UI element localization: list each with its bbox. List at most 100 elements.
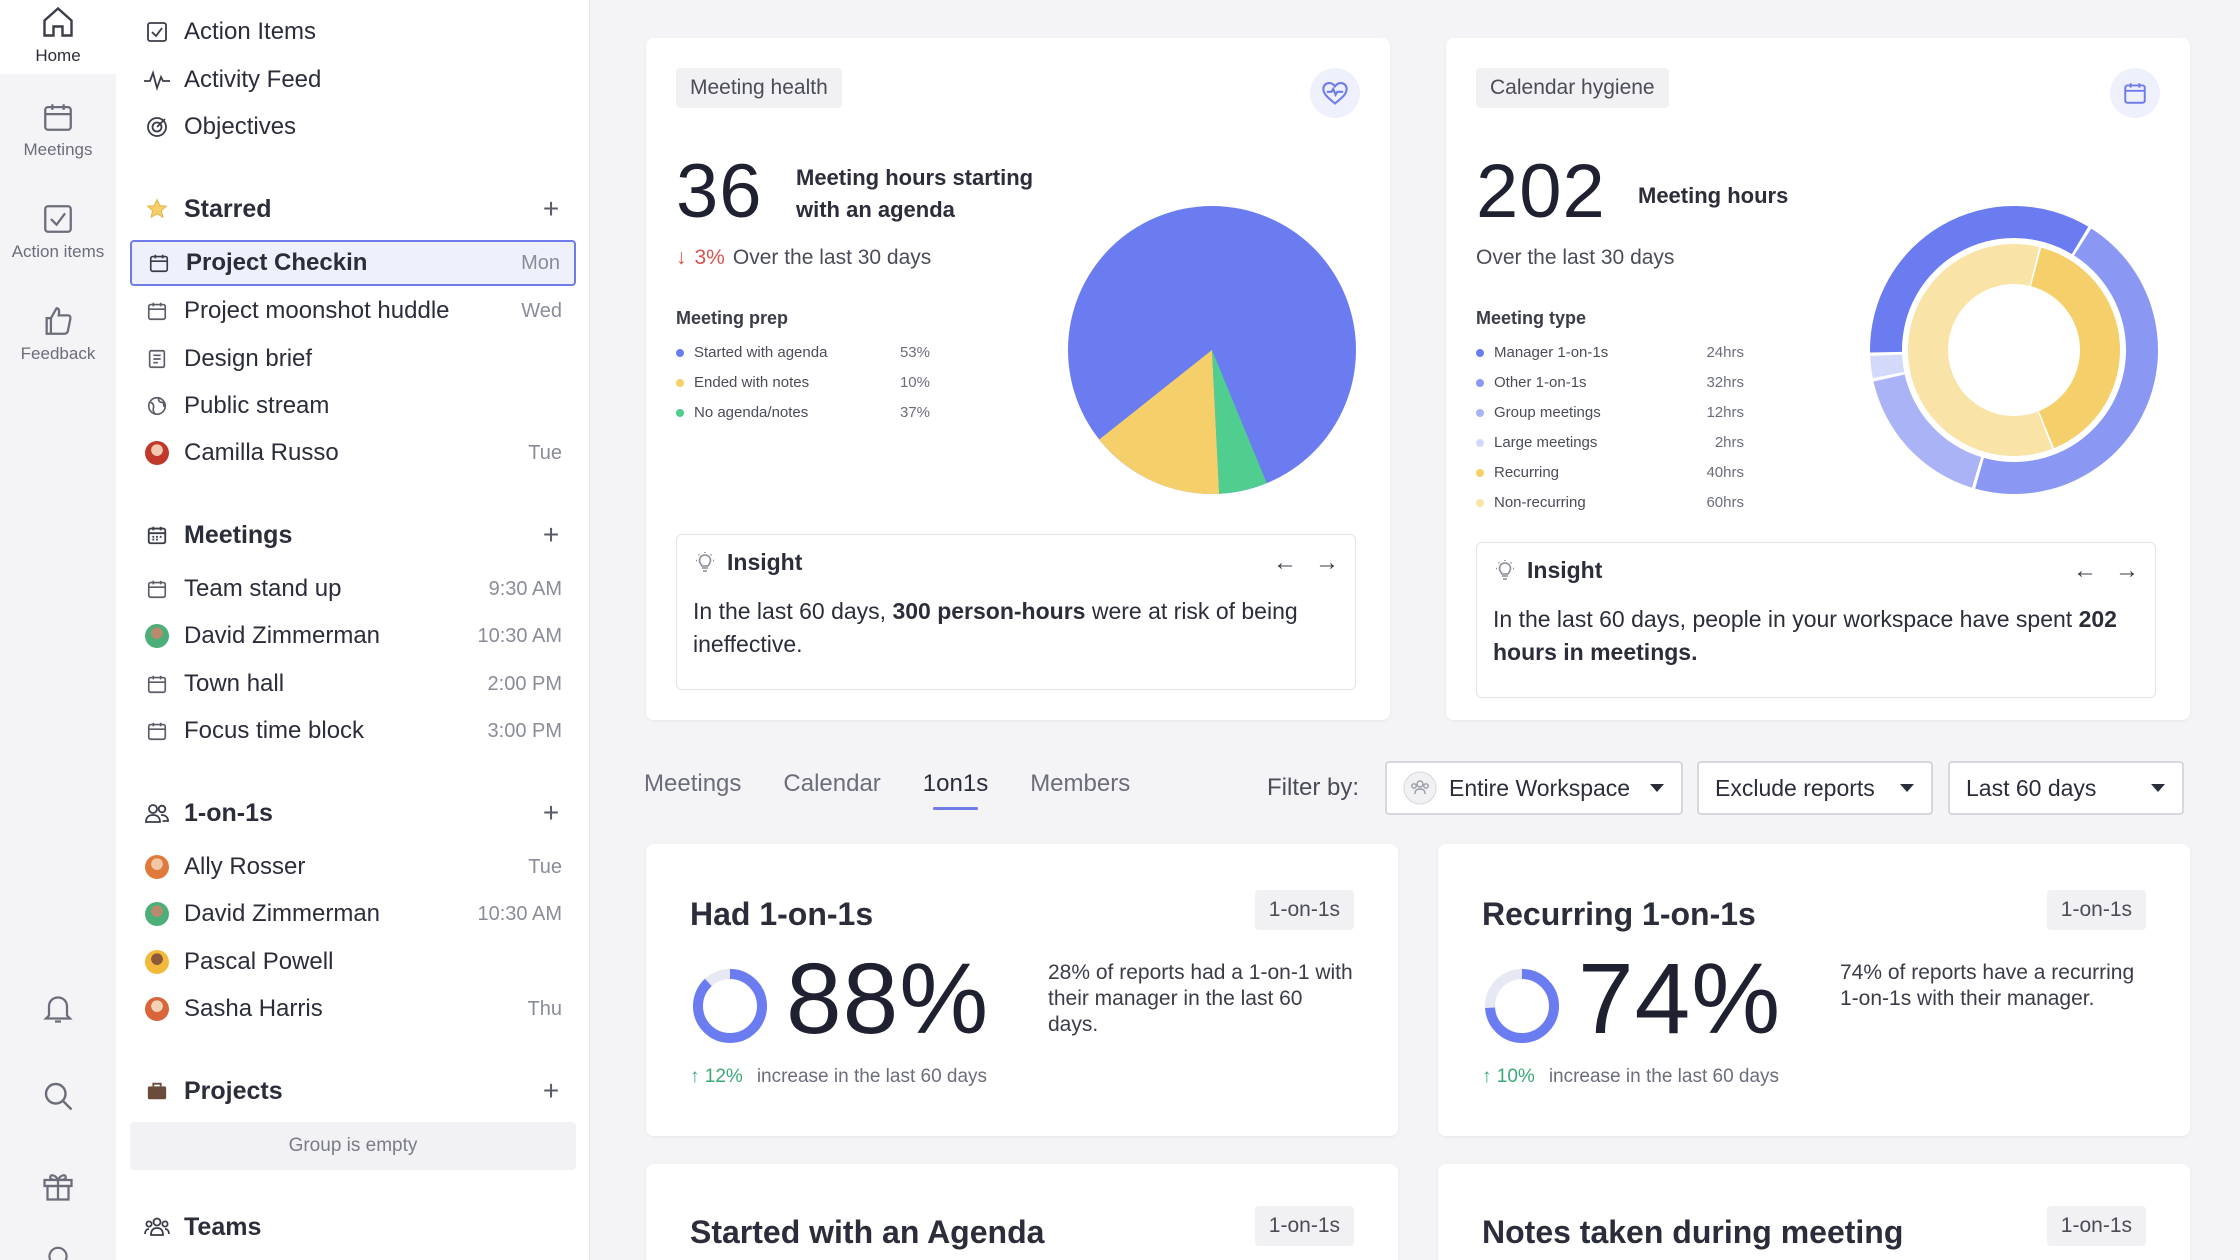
empty-group-message: Group is empty — [130, 1122, 576, 1170]
progress-ring-fill — [1485, 969, 1559, 1043]
add-meeting-button[interactable]: + — [542, 519, 560, 550]
legend-label: Recurring — [1494, 464, 1560, 481]
user-icon — [48, 1246, 68, 1260]
legend-label: Manager 1-on-1s — [1494, 344, 1609, 361]
legend-value: 37% — [899, 404, 930, 421]
arrow-right-icon[interactable]: → — [2115, 557, 2139, 584]
search-icon — [44, 1082, 73, 1111]
sidebar-item-project-moonshot[interactable]: Project moonshot huddle Wed — [130, 288, 576, 334]
workspace-icon — [1403, 771, 1437, 805]
filter-label: Filter by: — [1267, 774, 1360, 801]
stat-card-had-1on1s: Had 1-on-1s 1-on-1s 88% 28% of reports h… — [646, 844, 1398, 1136]
sidebar-item-objectives[interactable]: Objectives — [130, 104, 576, 150]
legend-value: 53% — [899, 344, 930, 361]
caret-down-icon — [2150, 783, 2166, 793]
meeting-health-card: Meeting health 36 Meeting hours starting… — [646, 38, 1390, 720]
legend-label: Large meetings — [1494, 434, 1598, 451]
sidebar-item-team-stand-up[interactable]: Team stand up 9:30 AM — [130, 566, 576, 612]
pulse-icon — [130, 68, 184, 92]
lightbulb-icon — [696, 551, 714, 572]
change-value: 12% — [704, 1066, 743, 1087]
sidebar-item-label: Objectives — [184, 113, 297, 140]
legend-label: Non-recurring — [1494, 494, 1586, 511]
sidebar-item-label: David Zimmerman — [184, 900, 381, 927]
home-icon — [43, 6, 73, 37]
stat-card-notes-taken: Notes taken during meeting 1-on-1s — [1438, 1164, 2190, 1260]
add-starred-button[interactable]: + — [542, 193, 560, 224]
section-title: Starred — [184, 194, 272, 223]
sidebar-item-camilla-russo[interactable]: Camilla Russo Tue — [130, 430, 576, 476]
rail-action-items[interactable]: Action items — [0, 202, 116, 262]
legend-label: No agenda/notes — [694, 404, 809, 421]
calendar-icon[interactable] — [2110, 68, 2160, 118]
section-projects[interactable]: Projects + — [130, 1068, 576, 1114]
arrow-left-icon[interactable]: ← — [1273, 549, 1297, 576]
meeting-health-description-line: with an agenda — [796, 197, 955, 222]
sidebar-item-sasha-harris[interactable]: Sasha Harris Thu — [130, 986, 576, 1032]
insight-text-bold: 202 hours in meetings. — [1493, 606, 2117, 665]
tab-1on1s[interactable]: 1on1s — [923, 770, 988, 810]
legend-dot — [1476, 408, 1484, 417]
sidebar-item-public-stream[interactable]: Public stream — [130, 383, 576, 429]
meeting-health-number: 36 — [676, 149, 763, 234]
sidebar-item-design-brief[interactable]: Design brief — [130, 336, 576, 382]
tab-members[interactable]: Members — [1030, 770, 1131, 797]
rail-more[interactable] — [0, 1245, 116, 1260]
sidebar-item-meta: 10:30 AM — [477, 902, 562, 925]
legend-item: Recurring 40hrs — [1476, 464, 1744, 481]
legend-item: Large meetings 2hrs — [1476, 434, 1744, 451]
insight-text-bold: 300 person-hours — [892, 598, 1086, 624]
rail-feedback[interactable]: Feedback — [0, 304, 116, 364]
rail-gifts[interactable] — [0, 1168, 116, 1204]
stat-card-recurring-1on1s: Recurring 1-on-1s 1-on-1s 74% 74% of rep… — [1438, 844, 2190, 1136]
stat-pill: 1-on-1s — [2046, 1206, 2146, 1246]
rail-home[interactable]: Home — [0, 0, 116, 74]
calendar-icon — [132, 252, 186, 274]
date-range-dropdown[interactable]: Last 60 days — [1948, 761, 2184, 815]
arrow-right-icon[interactable]: → — [1315, 549, 1339, 576]
insight-nav: ← → — [2073, 557, 2139, 585]
reports-dropdown[interactable]: Exclude reports — [1697, 761, 1933, 815]
sidebar-item-label: David Zimmerman — [184, 622, 381, 649]
insight-title: Insight — [727, 549, 803, 575]
sidebar-item-label: Activity Feed — [184, 66, 322, 93]
inner-ring-slice-1 — [1908, 244, 2053, 456]
bell-icon — [43, 996, 73, 1023]
rail-meetings[interactable]: Meetings — [0, 100, 116, 160]
sidebar-item-town-hall[interactable]: Town hall 2:00 PM — [130, 661, 576, 707]
workspace-dropdown[interactable]: Entire Workspace — [1385, 761, 1683, 815]
add-project-button[interactable]: + — [542, 1075, 560, 1106]
sidebar-item-ally-rosser[interactable]: Ally Rosser Tue — [130, 844, 576, 890]
calendar-hygiene-insight: Insight ← → In the last 60 days, people … — [1476, 542, 2156, 698]
sidebar-item-pascal-powell[interactable]: Pascal Powell — [130, 939, 576, 985]
section-meetings[interactable]: Meetings + — [130, 512, 576, 558]
rail-notifications[interactable] — [0, 990, 116, 1026]
rail-search[interactable] — [0, 1078, 116, 1114]
legend-dot — [1476, 468, 1484, 477]
calendar-icon — [130, 720, 184, 742]
arrow-left-icon[interactable]: ← — [2073, 557, 2097, 584]
legend-item: Started with agenda 53% — [676, 344, 930, 361]
legend-title: Meeting prep — [676, 308, 789, 328]
sidebar-item-activity-feed[interactable]: Activity Feed — [130, 57, 576, 103]
heart-pulse-icon[interactable] — [1310, 68, 1360, 118]
sidebar-item-project-checkin[interactable]: Project Checkin Mon — [130, 240, 576, 286]
app-rail: Home Meetings Action items Feedback — [0, 0, 116, 1260]
sidebar-item-action-items[interactable]: Action Items — [130, 9, 576, 55]
add-one-on-one-button[interactable]: + — [542, 797, 560, 828]
section-starred[interactable]: Starred + — [130, 186, 576, 232]
section-teams[interactable]: Teams — [130, 1204, 576, 1250]
calendar-icon — [130, 673, 184, 695]
tab-meetings[interactable]: Meetings — [644, 770, 742, 797]
thumbs-up-icon — [45, 307, 72, 335]
sidebar-item-focus-time[interactable]: Focus time block 3:00 PM — [130, 708, 576, 754]
view-tabs: Meetings Calendar 1on1s Members — [644, 770, 1130, 810]
tab-calendar[interactable]: Calendar — [783, 770, 881, 797]
change-up: ↑ 12% — [690, 1066, 743, 1087]
date-range-dropdown-value: Last 60 days — [1966, 774, 2097, 801]
stat-description: 28% of reports had a 1-on-1 with their m… — [1048, 961, 1353, 1036]
sidebar-item-david-zimmerman[interactable]: David Zimmerman 10:30 AM — [130, 613, 576, 659]
star-icon — [130, 197, 184, 221]
sidebar-item-david-zimmerman-1on1[interactable]: David Zimmerman 10:30 AM — [130, 891, 576, 937]
section-one-on-ones[interactable]: 1-on-1s + — [130, 790, 576, 836]
